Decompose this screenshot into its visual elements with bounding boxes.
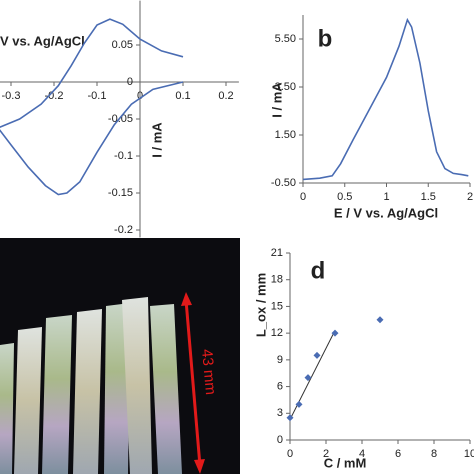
strip (42, 315, 72, 474)
data-line (0, 18, 184, 196)
y-tick-label: 15 (271, 300, 283, 312)
data-line (302, 17, 469, 181)
x-tick-label: 2 (467, 191, 473, 203)
data-point (286, 414, 294, 422)
y-axis-label: L_ox / mm (253, 273, 268, 337)
y-tick-label: 21 (271, 247, 283, 259)
panel-label: b (318, 25, 333, 52)
scale-arrow (184, 299, 202, 467)
strip (73, 309, 102, 474)
y-tick-label: -0.15 (108, 187, 133, 199)
x-tick-label: -0.1 (88, 90, 107, 102)
y-axis-label: I / mA (269, 82, 284, 118)
x-axis-label: C / mM (324, 455, 367, 470)
x-tick-label: 10 (464, 448, 474, 460)
strip (0, 343, 14, 474)
x-tick-label: 2 (323, 448, 329, 460)
strip (122, 297, 152, 474)
strip (150, 304, 182, 474)
x-tick-label: 0 (287, 448, 293, 460)
y-tick-label: 3 (277, 407, 283, 419)
data-point (313, 351, 321, 359)
x-tick-label: -0.3 (2, 90, 21, 102)
x-tick-label: 0.5 (337, 191, 352, 203)
panel-label: d (311, 257, 326, 284)
y-tick-label: -0.05 (108, 113, 133, 125)
x-tick-label: 4 (359, 448, 365, 460)
y-tick-label: 6 (277, 380, 283, 392)
y-tick-label: 0 (277, 434, 283, 446)
y-tick-label: -0.2 (114, 224, 133, 236)
photo: 43 mm (0, 238, 240, 474)
trendline (289, 330, 336, 420)
y-tick-label: 0.05 (112, 39, 133, 51)
y-tick-label: 3.50 (275, 81, 296, 93)
data-point (295, 400, 303, 408)
x-tick-label: 1.5 (421, 191, 436, 203)
y-tick-label: 18 (271, 274, 283, 286)
x-tick-label: 0 (300, 191, 306, 203)
x-tick-label: 1 (383, 191, 389, 203)
strip (104, 303, 130, 474)
data-point (304, 374, 312, 382)
arrow-head (181, 292, 192, 306)
x-tick-label: 0.1 (175, 90, 190, 102)
x-axis-label: V vs. Ag/AgCl (0, 33, 85, 48)
x-tick-label: -0.2 (45, 90, 64, 102)
y-axis-label: I / mA (149, 122, 164, 158)
x-tick-label: 8 (431, 448, 437, 460)
y-tick-label: 12 (271, 327, 283, 339)
x-tick-label: 0 (137, 90, 143, 102)
x-tick-label: 6 (395, 448, 401, 460)
y-tick-label: 5.50 (275, 33, 296, 45)
strip (14, 327, 42, 474)
y-tick-label: 1.50 (275, 129, 296, 141)
x-tick-label: 0.2 (218, 90, 233, 102)
y-tick-label: -0.50 (271, 177, 296, 189)
y-tick-label: -0.1 (114, 150, 133, 162)
data-point (331, 329, 339, 337)
scale-label: 43 mm (198, 348, 219, 395)
x-axis-label: E / V vs. Ag/AgCl (334, 205, 438, 220)
y-tick-label: 0 (127, 76, 133, 88)
y-tick-label: 9 (277, 354, 283, 366)
data-point (376, 316, 384, 324)
arrow-head (194, 459, 205, 474)
